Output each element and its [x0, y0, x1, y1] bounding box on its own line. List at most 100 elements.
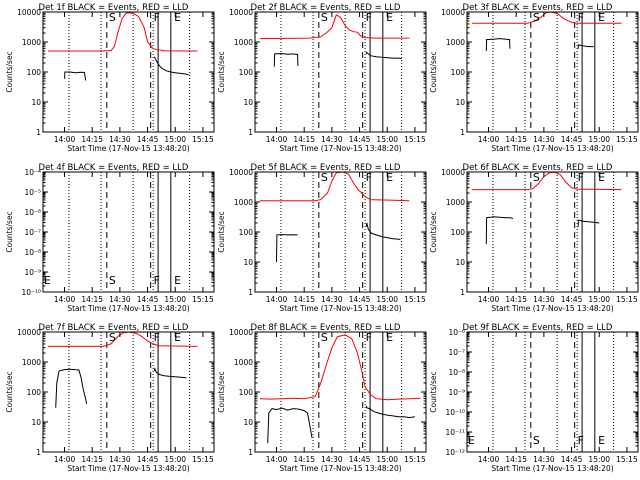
x-tick-label: 14:15 [293, 135, 315, 144]
marker-label-f: F [578, 434, 584, 447]
series-lld-line [47, 12, 198, 52]
panel-title: Det 2f BLACK = Events, RED = LLD [251, 3, 401, 13]
series-lld-line [259, 14, 410, 40]
x-axis-label: Start Time (17-Nov-15 13:48:20) [491, 304, 613, 313]
y-tick-label: 1 [248, 448, 253, 457]
y-tick-label: 100 [239, 228, 254, 237]
marker-label-s: S [109, 331, 116, 344]
series-events-line [55, 367, 187, 408]
y-tick-label: 10 [455, 98, 465, 107]
x-tick-label: 15:15 [192, 295, 214, 304]
x-tick-label: 15:00 [376, 295, 398, 304]
x-tick-label: 15:00 [376, 455, 398, 464]
panel-title: Det 9f BLACK = Events, RED = LLD [463, 323, 613, 333]
panel-title: Det 5f BLACK = Events, RED = LLD [251, 163, 401, 173]
marker-label-e: E [598, 434, 605, 447]
y-axis-label: Counts/sec [5, 51, 14, 92]
x-tick-label: 14:30 [533, 455, 555, 464]
x-tick-label: 14:15 [293, 455, 315, 464]
marker-label-e: E [386, 171, 393, 184]
x-tick-label: 14:00 [54, 135, 76, 144]
y-tick-label: 100 [27, 388, 42, 397]
y-tick-label: 100 [239, 388, 254, 397]
x-tick-label: 14:45 [349, 455, 371, 464]
x-tick-label: 15:15 [192, 135, 214, 144]
x-tick-label: 15:00 [588, 295, 610, 304]
y-axis-label: Counts/sec [217, 371, 226, 412]
x-tick-label: 14:30 [321, 295, 343, 304]
marker-label-s: S [533, 171, 540, 184]
y-tick-label: 10⁻⁶ [448, 328, 465, 337]
panel-title: Det 4f BLACK = Events, RED = LLD [39, 163, 189, 173]
series-events-line [485, 216, 600, 244]
y-tick-label: 10000 [17, 8, 41, 17]
series-events-line [273, 51, 402, 67]
y-tick-label: 1000 [22, 38, 41, 47]
x-axis-label: Start Time (17-Nov-15 13:48:20) [279, 304, 401, 313]
y-tick-label: 10000 [229, 168, 253, 177]
marker-label-f: F [154, 274, 160, 287]
x-tick-label: 14:45 [137, 455, 159, 464]
y-tick-label: 1000 [22, 358, 41, 367]
y-tick-label: 10⁻⁸ [448, 368, 465, 377]
y-tick-label: 1 [36, 128, 41, 137]
y-tick-label: 100 [451, 68, 466, 77]
panel-title: Det 3f BLACK = Events, RED = LLD [463, 3, 613, 13]
x-axis-label: Start Time (17-Nov-15 13:48:20) [279, 464, 401, 473]
marker-label-e: E [174, 274, 181, 287]
series-events-line [276, 222, 401, 263]
x-tick-label: 15:15 [404, 455, 426, 464]
y-tick-label: 10 [31, 98, 41, 107]
y-axis-label: Counts/sec [429, 51, 438, 92]
y-tick-label: 10⁻⁹ [24, 268, 41, 277]
x-tick-label: 14:00 [54, 295, 76, 304]
x-tick-label: 14:30 [533, 295, 555, 304]
marker-label-s: S [533, 11, 540, 24]
y-tick-label: 1000 [234, 38, 253, 47]
x-tick-label: 15:00 [588, 455, 610, 464]
y-tick-label: 10⁻⁸ [24, 248, 41, 257]
x-tick-label: 15:00 [588, 135, 610, 144]
series-events-line [267, 405, 415, 444]
marker-label-e: E [386, 11, 393, 24]
y-axis-label: Counts/sec [5, 371, 14, 412]
y-tick-label: 10⁻¹² [445, 448, 465, 457]
marker-label-f: F [154, 331, 160, 344]
x-tick-label: 14:00 [478, 455, 500, 464]
x-tick-label: 14:00 [266, 455, 288, 464]
panel-title: Det 8f BLACK = Events, RED = LLD [251, 323, 401, 333]
x-axis-label: Start Time (17-Nov-15 13:48:20) [491, 144, 613, 153]
marker-label-s: S [321, 331, 328, 344]
x-tick-label: 14:45 [349, 295, 371, 304]
x-tick-label: 14:00 [478, 135, 500, 144]
panel-2: Det 2f BLACK = Events, RED = LLD 1 10 100 10… [217, 3, 427, 153]
x-axis-label: Start Time (17-Nov-15 13:48:20) [279, 144, 401, 153]
y-tick-label: 1 [248, 128, 253, 137]
panel-5: Det 5f BLACK = Events, RED = LLD 1 10 100 10… [217, 163, 427, 313]
x-tick-label: 15:15 [192, 455, 214, 464]
panel-4: Det 4f BLACK = Events, RED = LLD 10⁻¹⁰ 10⁻… [5, 163, 215, 313]
panel-9: Det 9f BLACK = Events, RED = LLD 10⁻¹² 10⁻… [429, 323, 639, 473]
y-tick-label: 100 [27, 68, 42, 77]
y-tick-label: 1000 [234, 358, 253, 367]
y-tick-label: 10⁻⁴ [24, 168, 41, 177]
x-axis-label: Start Time (17-Nov-15 13:48:20) [491, 464, 613, 473]
panel-8: Det 8f BLACK = Events, RED = LLD 1 10 100 10… [217, 323, 427, 473]
series-lld-line [471, 12, 622, 24]
x-tick-label: 14:15 [81, 455, 103, 464]
y-tick-label: 10⁻⁶ [24, 208, 41, 217]
x-tick-label: 14:45 [561, 295, 583, 304]
x-tick-label: 14:15 [293, 295, 315, 304]
x-tick-label: 14:15 [81, 295, 103, 304]
panel-title: Det 7f BLACK = Events, RED = LLD [39, 323, 189, 333]
y-tick-label: 100 [239, 68, 254, 77]
x-axis-label: Start Time (17-Nov-15 13:48:20) [67, 144, 189, 153]
y-tick-label: 10000 [441, 8, 465, 17]
marker-label-f: F [366, 171, 372, 184]
panel-6: Det 6f BLACK = Events, RED = LLD 1 10 100 10… [429, 163, 639, 313]
y-tick-label: 10 [243, 98, 253, 107]
x-tick-label: 14:00 [478, 295, 500, 304]
y-tick-label: 10000 [229, 328, 253, 337]
marker-label-f: F [366, 331, 372, 344]
x-tick-label: 15:00 [164, 135, 186, 144]
